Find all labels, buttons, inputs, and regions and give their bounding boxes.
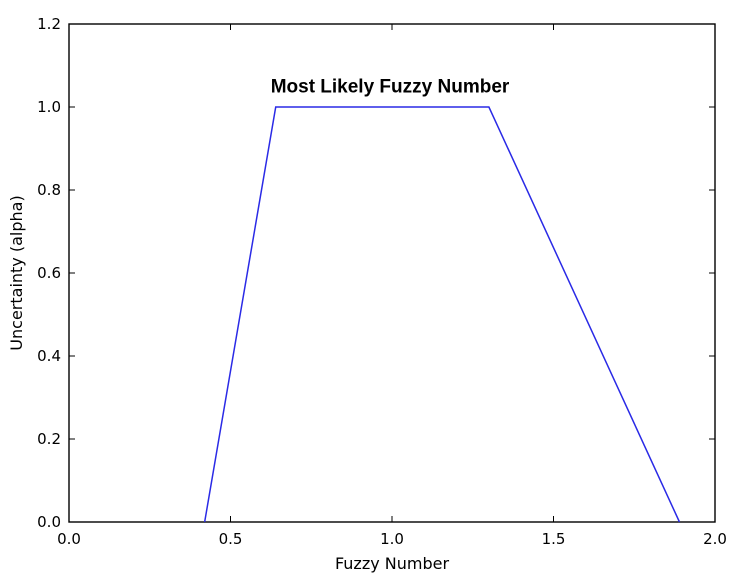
x-axis-label: Fuzzy Number — [335, 554, 450, 573]
y-tick-label: 1.2 — [37, 15, 61, 33]
x-tick-label: 1.0 — [380, 530, 404, 548]
series-line-0 — [203, 106, 681, 523]
x-tick-label: 0.0 — [57, 530, 81, 548]
plot-area: 0.0 0.5 1.0 1.5 2.0 0.0 0.2 0.4 0.6 0.8 1.0 1.2 — [37, 15, 727, 548]
x-tick-label: 2.0 — [703, 530, 727, 548]
y-tick-label: 0.8 — [37, 181, 61, 199]
x-tick-label: 0.5 — [219, 530, 243, 548]
y-tick-label: 0.4 — [37, 347, 61, 365]
plot-frame — [68, 23, 716, 523]
series-layer — [203, 106, 681, 523]
y-axis-label: Uncertainty (alpha) — [7, 195, 26, 350]
x-axis-ticks: 0.0 0.5 1.0 1.5 2.0 — [57, 24, 727, 548]
x-tick-label: 1.5 — [542, 530, 566, 548]
y-tick-label: 1.0 — [37, 98, 61, 116]
y-tick-label: 0.2 — [37, 430, 61, 448]
y-axis-ticks: 0.0 0.2 0.4 0.6 0.8 1.0 1.2 — [37, 15, 715, 531]
annotation-most-likely: Most Likely Fuzzy Number — [271, 77, 510, 98]
y-tick-label: 0.0 — [37, 513, 61, 531]
y-tick-label: 0.6 — [37, 264, 61, 282]
